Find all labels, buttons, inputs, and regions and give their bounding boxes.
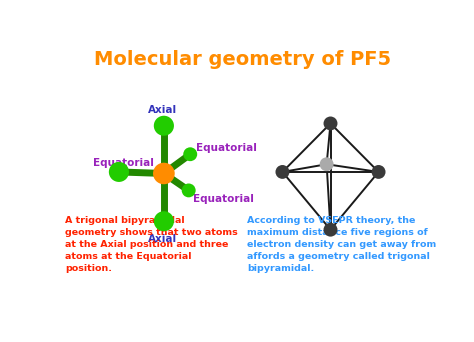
Text: Equatorial: Equatorial [196, 143, 257, 153]
Text: Equatorial: Equatorial [193, 194, 254, 204]
Text: According to VSEPR theory, the
maximum distance five regions of
electron density: According to VSEPR theory, the maximum d… [247, 216, 436, 274]
Circle shape [109, 162, 129, 182]
Circle shape [182, 184, 196, 197]
Circle shape [154, 211, 174, 231]
Text: Axial: Axial [148, 105, 177, 115]
Circle shape [183, 147, 197, 161]
Circle shape [154, 116, 174, 136]
Circle shape [372, 165, 385, 179]
Text: Axial: Axial [148, 234, 177, 244]
Circle shape [319, 157, 334, 171]
Text: Equatorial: Equatorial [92, 158, 154, 168]
Circle shape [153, 163, 175, 184]
Text: Molecular geometry of PF5: Molecular geometry of PF5 [94, 50, 392, 69]
Text: A trigonal bipyramidal
geometry shows that two atoms
at the Axial position and t: A trigonal bipyramidal geometry shows th… [65, 216, 238, 274]
Circle shape [275, 165, 290, 179]
Circle shape [324, 117, 337, 130]
Circle shape [324, 223, 337, 237]
